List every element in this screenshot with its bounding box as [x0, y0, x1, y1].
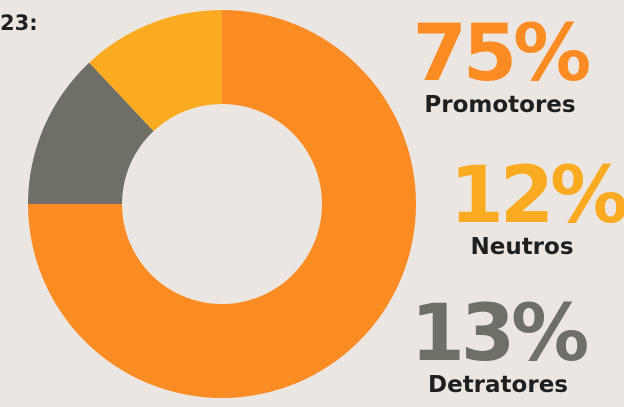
value-label: 13% — [411, 289, 588, 379]
value-label: 12% — [450, 151, 624, 241]
value-label: 75% — [413, 9, 590, 99]
donut-slice — [28, 10, 416, 398]
category-label: Neutros — [470, 234, 573, 260]
donut-slice — [28, 62, 154, 205]
chart-title: 23: — [0, 11, 38, 35]
category-label: Promotores — [424, 92, 575, 118]
donut-slice — [89, 10, 222, 132]
category-label: Detratores — [428, 372, 568, 398]
